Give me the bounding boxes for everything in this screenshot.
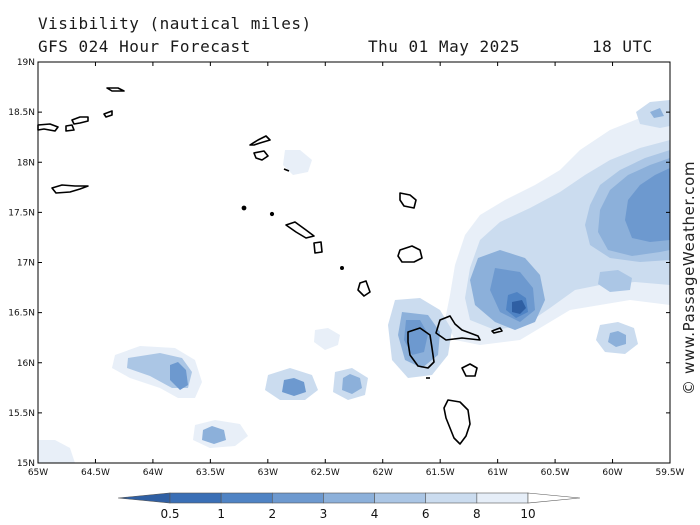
coastline-st-martin: [253, 150, 269, 161]
coastline-st-eustatius: [269, 211, 275, 217]
coastline-st-croix: [51, 184, 89, 194]
coastline-barbuda: [399, 192, 417, 209]
lat-label: 15N: [17, 459, 35, 469]
coastline-anegada: [103, 110, 113, 118]
colorbar-segment: [476, 492, 529, 504]
coastline-la-desirade: [491, 327, 503, 334]
colorbar-label: 2: [268, 507, 276, 521]
colorbar-label: 0.5: [160, 507, 179, 521]
coastline-st-barth: [283, 168, 290, 172]
lon-label: 65W: [28, 468, 48, 478]
visibility-patch-east2: [598, 270, 632, 292]
lat-label: 17.5N: [8, 208, 35, 218]
lon-label: 62.5W: [311, 468, 340, 478]
coastline-st-kitts: [285, 221, 315, 239]
coastline-tortola: [71, 116, 89, 125]
visibility-patch-south2-core: [342, 374, 362, 394]
credit-text: © www.PassageWeather.com: [680, 161, 698, 395]
coastline-basse-terre: [407, 327, 435, 369]
lon-label: 64W: [143, 468, 163, 478]
colorbar-label: 6: [422, 507, 430, 521]
coastline-marie-galante: [461, 363, 478, 377]
coastline-montserrat: [357, 280, 371, 297]
lon-label: 60.5W: [541, 468, 570, 478]
forecast-date: Thu 01 May 2025: [368, 37, 520, 56]
lon-label: 63W: [258, 468, 278, 478]
visibility-region-2: [625, 168, 670, 242]
colorbar-segment: [220, 492, 273, 504]
coastline-dominica: [443, 399, 471, 445]
visibility-core-05: [512, 300, 526, 314]
visibility-patch-ne-core: [650, 108, 664, 118]
colorbar-segment: [169, 492, 222, 504]
colorbar-segment: [425, 492, 478, 504]
visibility-patch-east-core: [608, 331, 626, 347]
colorbar-label: 3: [320, 507, 328, 521]
lon-label: 62W: [373, 468, 393, 478]
visibility-shading: [38, 100, 670, 463]
visibility-patch-west-core: [170, 362, 188, 390]
colorbar-label: 1: [217, 507, 225, 521]
latitude-axis: 19N 18.5N 18N 17.5N 17N 16.5N 16N 15.5N 15N: [8, 58, 670, 469]
visibility-patch-sw: [38, 440, 75, 463]
lat-label: 18.5N: [8, 108, 35, 118]
map-title: Visibility (nautical miles): [38, 14, 312, 33]
lon-label: 59.5W: [656, 468, 685, 478]
lat-label: 19N: [17, 58, 35, 68]
lat-label: 15.5N: [8, 409, 35, 419]
lat-label: 17N: [17, 259, 35, 269]
longitude-axis: 65W 64.5W 64W 63.5W 63W 62.5W 62W 61.5W 61W 60.5W…: [28, 62, 685, 478]
colorbar-label: 4: [371, 507, 379, 521]
lon-label: 61.5W: [426, 468, 455, 478]
model-label: GFS 024 Hour Forecast: [38, 37, 251, 56]
colorbar-segment: [374, 492, 427, 504]
colorbar-segment: [323, 492, 375, 504]
coastline-saba: [241, 205, 247, 211]
coastline-nevis: [313, 241, 323, 254]
lon-label: 60W: [602, 468, 622, 478]
coastline-grande-terre: [435, 315, 481, 341]
lat-label: 16.5N: [8, 309, 35, 319]
coastline-st-john: [65, 124, 75, 132]
colorbar-arrow-high: [527, 492, 581, 504]
lon-label: 61W: [487, 468, 507, 478]
lon-label: 64.5W: [81, 468, 110, 478]
lat-label: 18N: [17, 158, 35, 168]
colorbar-label: 8: [473, 507, 481, 521]
coastline-antigua: [397, 245, 423, 263]
coastlines: [37, 87, 503, 445]
coastline-anguilla: [249, 135, 271, 146]
visibility-patch-south3-core: [202, 426, 226, 444]
coastline-virgin-gorda: [106, 87, 125, 92]
colorbar-segment: [271, 492, 324, 504]
visibility-patch-mid: [314, 328, 340, 350]
visibility-patch-north: [283, 150, 312, 175]
forecast-time: 18 UTC: [592, 37, 653, 56]
colorbar-label: 10: [520, 507, 535, 521]
colorbar-arrow-low: [117, 492, 171, 504]
coastline-redonda: [339, 265, 344, 270]
lat-label: 16N: [17, 359, 35, 369]
colorbar: 0.5 1 2 3 4 6 8 10: [117, 492, 581, 521]
lon-label: 63.5W: [196, 468, 225, 478]
visibility-patch-south1-core: [282, 378, 306, 396]
